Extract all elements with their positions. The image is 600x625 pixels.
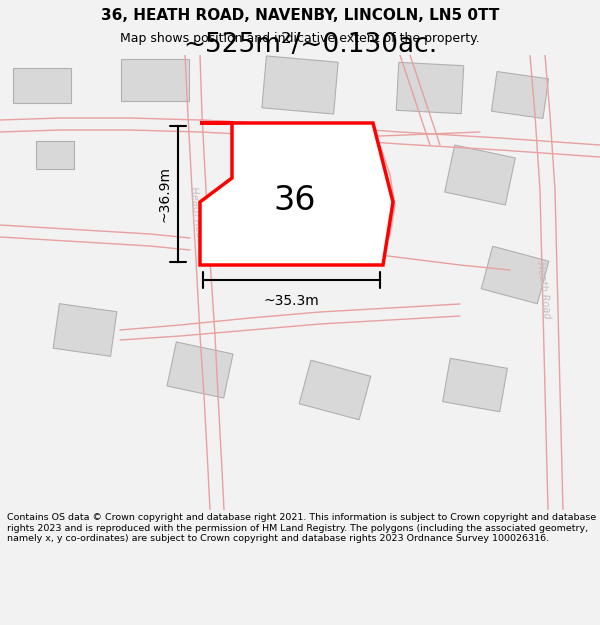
Text: Contains OS data © Crown copyright and database right 2021. This information is : Contains OS data © Crown copyright and d… xyxy=(7,514,596,543)
Polygon shape xyxy=(200,123,393,265)
Text: 36: 36 xyxy=(274,184,316,216)
Text: ~36.9m: ~36.9m xyxy=(157,166,171,222)
Text: ~525m²/~0.130ac.: ~525m²/~0.130ac. xyxy=(183,32,437,58)
Text: Heath Road: Heath Road xyxy=(188,186,205,244)
Text: Map shows position and indicative extent of the property.: Map shows position and indicative extent… xyxy=(120,32,480,45)
Text: 36, HEATH ROAD, NAVENBY, LINCOLN, LN5 0TT: 36, HEATH ROAD, NAVENBY, LINCOLN, LN5 0T… xyxy=(101,8,499,23)
Polygon shape xyxy=(481,246,549,304)
Polygon shape xyxy=(445,145,515,205)
Polygon shape xyxy=(53,304,117,356)
Polygon shape xyxy=(443,358,508,412)
Polygon shape xyxy=(121,59,189,101)
Polygon shape xyxy=(13,68,71,102)
Text: Heath Road: Heath Road xyxy=(535,261,551,319)
Polygon shape xyxy=(491,72,548,118)
Polygon shape xyxy=(262,56,338,114)
Polygon shape xyxy=(167,342,233,398)
Polygon shape xyxy=(299,360,371,420)
Polygon shape xyxy=(396,62,464,114)
Text: ~35.3m: ~35.3m xyxy=(263,294,319,308)
Polygon shape xyxy=(36,141,74,169)
